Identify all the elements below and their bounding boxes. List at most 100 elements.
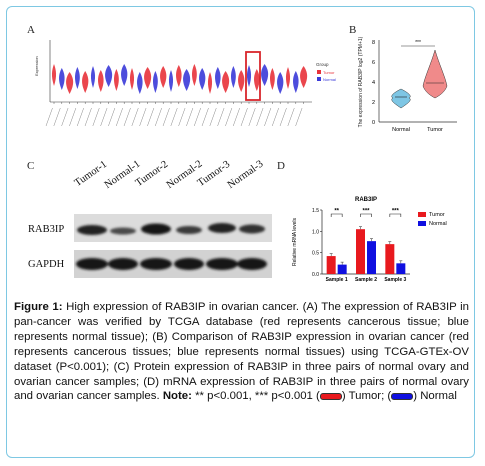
violin-a xyxy=(66,72,74,94)
b-ytick-0: 0 xyxy=(372,120,375,126)
x-tick-label-a xyxy=(45,107,53,127)
blot-membrane-rab3ip xyxy=(74,214,272,242)
band-rab3ip-normal-3 xyxy=(239,224,265,234)
western-blot xyxy=(74,214,272,278)
figure-caption: Figure 1: High expression of RAB3IP in o… xyxy=(14,300,469,404)
violin-a xyxy=(74,67,80,89)
violin-a xyxy=(176,65,182,87)
x-tick-label-a xyxy=(186,107,194,127)
bar-tumor xyxy=(385,244,395,274)
significance-bracket xyxy=(330,213,343,217)
violin-a xyxy=(254,69,260,91)
panel-a-ylabel: Expression xyxy=(34,56,39,76)
bar-normal xyxy=(337,264,347,274)
x-tick-label-a xyxy=(264,107,272,127)
violin-tumor xyxy=(422,49,448,99)
panel-a-legend: Group Tumor Normal xyxy=(316,62,336,82)
legend-swatch-tumor xyxy=(418,212,426,217)
x-tick-label-a xyxy=(123,107,131,127)
band-gapdh-5 xyxy=(206,258,238,270)
x-tick-label-a xyxy=(84,107,92,127)
chart-ylabel: Relative mRNA levels xyxy=(292,217,298,266)
band-rab3ip-tumor-1 xyxy=(77,225,107,235)
x-tick-label-a xyxy=(225,107,233,127)
x-tick-label-a xyxy=(256,107,264,127)
x-tick-label-a xyxy=(154,107,162,127)
violin-normal xyxy=(391,88,411,109)
x-tick-label-a xyxy=(147,107,155,127)
x-tick-label-a xyxy=(170,107,178,127)
band-gapdh-6 xyxy=(237,258,267,270)
band-gapdh-3 xyxy=(140,258,172,270)
bar-tumor xyxy=(356,229,365,274)
violin-a xyxy=(230,66,236,88)
highlight-box xyxy=(245,51,261,101)
x-tick-label-a xyxy=(162,107,170,127)
panel-b-ylabel: The expression of RAB3IP log2 (TPM+1) xyxy=(358,36,364,127)
legend-normal-label: Normal xyxy=(323,77,336,82)
panel-d-bar-chart: RAB3IP Relative mRNA levels 1.5 1.0 0.5 0.0 Sa… xyxy=(292,197,447,283)
x-tick-label-a xyxy=(193,107,201,127)
y-tick-label: 0.0 xyxy=(312,272,319,278)
band-gapdh-2 xyxy=(108,258,138,270)
violin-a xyxy=(285,67,291,89)
tumor-text: ) Tumor; ( xyxy=(341,390,392,403)
b-ytick-8: 8 xyxy=(372,40,375,46)
panel-label-a: A xyxy=(27,24,35,36)
violin-a xyxy=(82,71,89,93)
significance-label: ** xyxy=(334,209,339,215)
figure-label: Figure 1: xyxy=(14,301,63,313)
significance-bracket xyxy=(360,213,372,217)
violin-a xyxy=(207,72,213,94)
band-rab3ip-normal-2 xyxy=(176,226,202,234)
significance-label: *** xyxy=(362,209,370,215)
row-label-gapdh: GAPDH xyxy=(28,259,65,270)
legend-tumor-label: Tumor xyxy=(323,70,335,75)
violin-a xyxy=(293,71,299,93)
violin-a xyxy=(199,68,206,90)
violin-a xyxy=(246,65,252,87)
panel-label-c: C xyxy=(27,160,35,172)
legend-normal-swatch xyxy=(317,77,321,81)
figure-frame xyxy=(6,6,475,458)
x-tick-label-a xyxy=(201,107,209,127)
significance-bracket xyxy=(389,213,402,217)
x-tick-label-a xyxy=(76,107,84,127)
y-tick-label: 1.5 xyxy=(312,208,319,214)
panel-a-violin-plot: Expression Group Tumor Normal xyxy=(34,40,336,127)
b-ytick-4: 4 xyxy=(372,80,375,86)
band-gapdh-1 xyxy=(76,258,108,270)
violin-a xyxy=(152,71,158,93)
b-ytick-6: 6 xyxy=(372,60,375,66)
violin-a xyxy=(51,64,57,86)
x-tick-label-a xyxy=(53,107,61,127)
violin-a xyxy=(277,72,284,94)
panel-a-violins xyxy=(51,64,308,94)
x-tick-label-a xyxy=(240,107,248,127)
normal-text: ) Normal xyxy=(413,390,457,403)
violin-a xyxy=(238,70,245,92)
violin-a xyxy=(183,69,191,91)
band-rab3ip-normal-1 xyxy=(110,227,136,235)
x-tick-label-a xyxy=(209,107,217,127)
chart-title: RAB3IP xyxy=(355,197,377,203)
x-tick-label-a xyxy=(69,107,77,127)
legend-label-tumor: Tumor xyxy=(429,212,445,218)
panel-a-x-ticks xyxy=(45,102,304,127)
x-tick-label-a xyxy=(108,107,116,127)
x-tick-label-a xyxy=(178,107,186,127)
b-significance: *** xyxy=(415,40,421,46)
violin-a xyxy=(59,68,65,90)
violin-a xyxy=(90,66,96,88)
bar-normal xyxy=(367,241,376,274)
violin-a xyxy=(121,64,128,86)
band-gapdh-4 xyxy=(174,258,204,270)
violin-a xyxy=(98,70,104,92)
panel-label-d: D xyxy=(277,160,285,172)
violin-a xyxy=(144,67,152,89)
legend-label-normal: Normal xyxy=(429,221,447,227)
x-tick-label-a xyxy=(271,107,279,127)
x-tick-label-a xyxy=(248,107,256,127)
b-xlabel-tumor: Tumor xyxy=(427,127,443,133)
violin-a xyxy=(160,66,167,88)
